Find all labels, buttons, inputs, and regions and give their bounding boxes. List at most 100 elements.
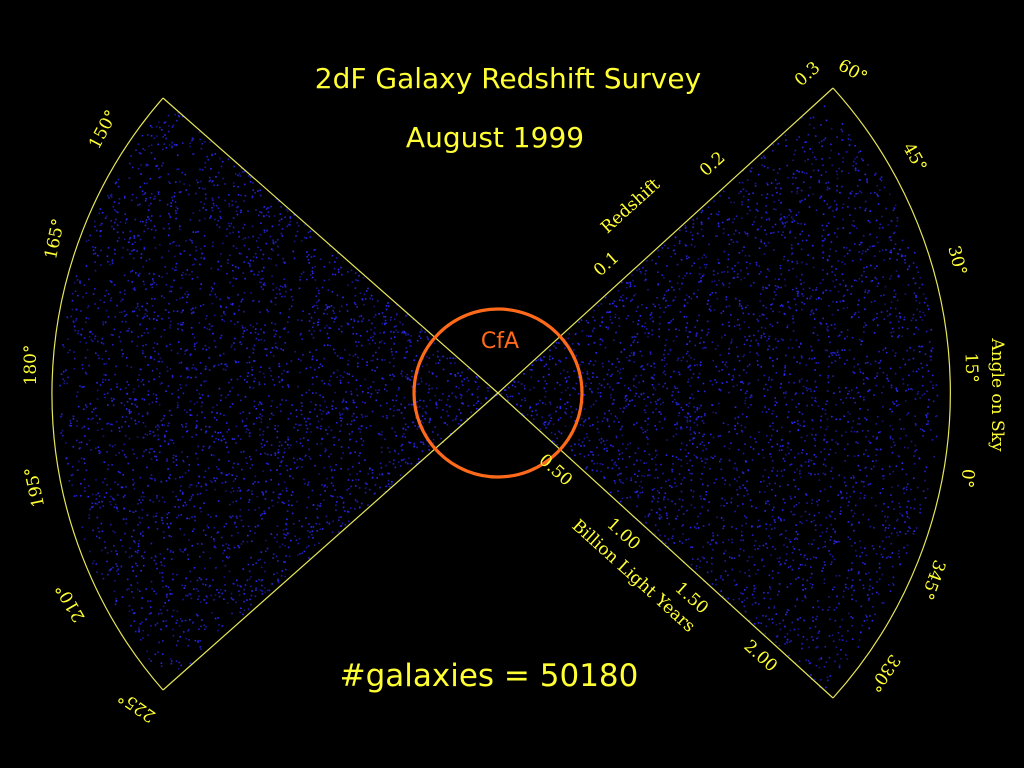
galaxy-point (200, 485, 203, 488)
galaxy-point (305, 546, 308, 549)
galaxy-point (394, 466, 397, 469)
galaxy-point (123, 274, 126, 277)
galaxy-point (66, 317, 69, 319)
galaxy-point (607, 328, 609, 330)
galaxy-point (748, 335, 751, 337)
galaxy-point (118, 198, 121, 200)
galaxy-point (81, 427, 84, 429)
galaxy-point (298, 519, 301, 522)
galaxy-point (812, 616, 814, 619)
galaxy-point (197, 482, 200, 484)
galaxy-point (689, 420, 691, 422)
galaxy-point (725, 361, 727, 364)
galaxy-point (258, 416, 261, 419)
galaxy-point (246, 541, 249, 543)
galaxy-point (670, 320, 673, 322)
galaxy-point (823, 578, 826, 581)
galaxy-point (876, 375, 878, 378)
galaxy-point (326, 332, 329, 335)
galaxy-point (197, 639, 200, 642)
galaxy-point (166, 366, 168, 368)
galaxy-point (549, 401, 551, 404)
galaxy-point (159, 572, 161, 574)
galaxy-point (766, 287, 768, 289)
galaxy-point (121, 355, 124, 358)
galaxy-point (199, 263, 201, 266)
galaxy-point (330, 429, 333, 432)
galaxy-point (216, 466, 218, 468)
galaxy-point (918, 457, 920, 460)
galaxy-point (154, 521, 157, 523)
galaxy-point (211, 325, 214, 327)
galaxy-point (220, 399, 222, 402)
galaxy-point (275, 264, 278, 267)
galaxy-point (820, 419, 822, 422)
galaxy-point (903, 318, 905, 321)
galaxy-point (783, 374, 786, 376)
galaxy-point (763, 565, 765, 568)
galaxy-point (786, 638, 789, 641)
galaxy-point (213, 599, 215, 601)
galaxy-point (869, 245, 871, 248)
galaxy-point (855, 600, 857, 602)
galaxy-point (88, 278, 90, 281)
galaxy-point (820, 195, 823, 198)
galaxy-point (671, 486, 673, 488)
galaxy-point (833, 232, 836, 234)
galaxy-point (817, 169, 820, 172)
galaxy-point (808, 465, 810, 467)
galaxy-point (913, 530, 915, 532)
galaxy-point (768, 270, 770, 272)
galaxy-point (169, 589, 171, 591)
galaxy-point (200, 248, 202, 250)
galaxy-point (237, 174, 239, 177)
galaxy-point (628, 354, 631, 357)
galaxy-point (190, 312, 193, 315)
galaxy-point (197, 641, 199, 643)
galaxy-point (529, 389, 531, 391)
galaxy-point (248, 175, 250, 177)
galaxy-point (728, 325, 731, 327)
galaxy-point (79, 280, 81, 283)
galaxy-point (160, 561, 162, 563)
galaxy-point (165, 480, 168, 482)
galaxy-point (140, 152, 142, 155)
galaxy-point (189, 142, 191, 144)
galaxy-point (101, 211, 104, 214)
galaxy-point (284, 216, 286, 218)
galaxy-point (757, 547, 759, 550)
galaxy-point (795, 275, 798, 278)
galaxy-point (740, 190, 742, 193)
galaxy-point (181, 584, 184, 587)
galaxy-point (309, 274, 312, 276)
galaxy-point (432, 372, 434, 375)
galaxy-point (722, 284, 725, 286)
galaxy-point (325, 515, 328, 518)
galaxy-point (665, 454, 668, 456)
galaxy-point (850, 293, 852, 295)
galaxy-point (801, 261, 803, 264)
galaxy-point (866, 248, 869, 251)
galaxy-point (828, 255, 831, 257)
galaxy-point (196, 457, 199, 460)
galaxy-point (182, 631, 185, 633)
galaxy-point (813, 539, 815, 541)
galaxy-point (168, 290, 171, 293)
galaxy-point (885, 249, 887, 251)
galaxy-point (736, 493, 739, 496)
galaxy-point (316, 287, 318, 289)
galaxy-point (80, 457, 83, 460)
galaxy-point (95, 229, 98, 232)
galaxy-point (246, 579, 249, 582)
galaxy-point (659, 534, 661, 537)
galaxy-point (895, 293, 897, 296)
galaxy-point (306, 278, 308, 281)
galaxy-point (161, 382, 163, 384)
galaxy-point (119, 221, 122, 223)
galaxy-point (625, 317, 628, 320)
galaxy-point (140, 173, 142, 175)
galaxy-point (318, 366, 320, 369)
galaxy-point (418, 461, 420, 463)
galaxy-point (750, 170, 752, 173)
galaxy-point (391, 427, 393, 430)
